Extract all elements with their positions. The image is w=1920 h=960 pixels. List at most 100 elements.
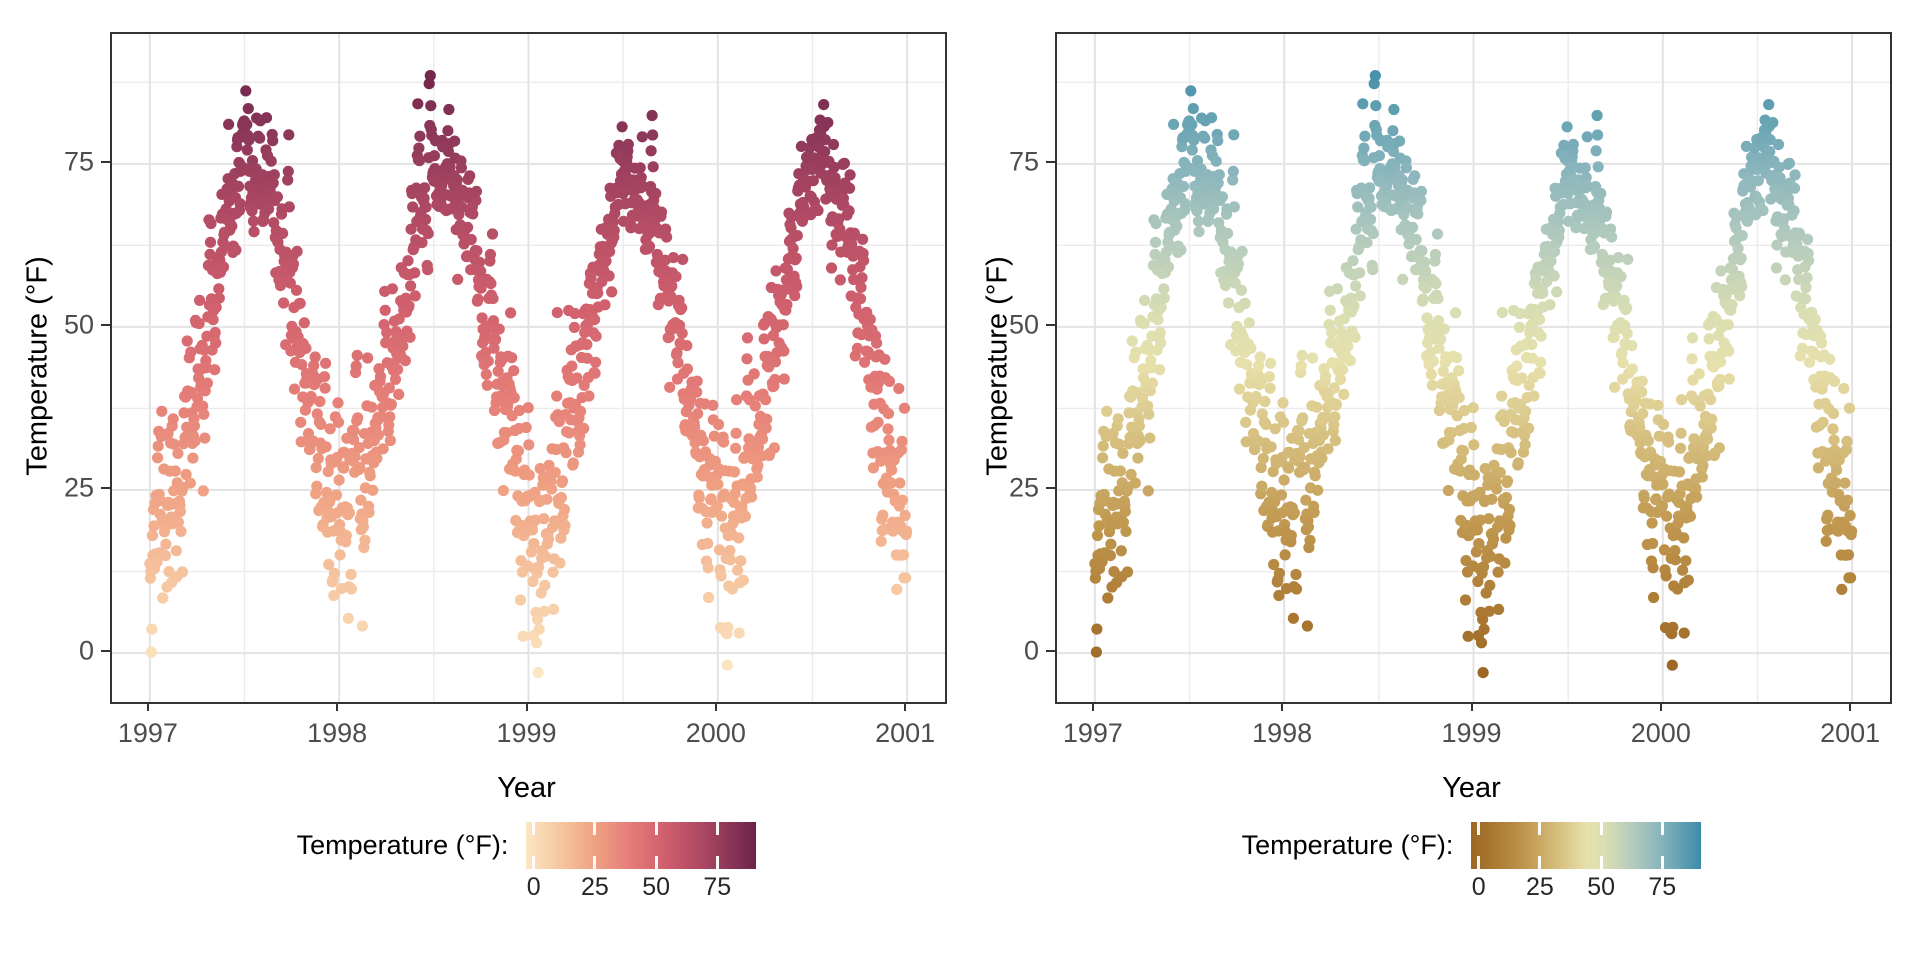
data-point [1844, 509, 1856, 522]
data-point [571, 372, 583, 384]
data-point [160, 538, 172, 550]
data-point [484, 248, 496, 261]
data-point [606, 286, 618, 298]
right-plot-diverging: Temperature (°F) Year Temperature (°F): … [960, 0, 1920, 960]
data-point [603, 270, 615, 282]
data-point [298, 317, 310, 329]
data-point [1293, 434, 1305, 446]
data-point [872, 416, 884, 428]
colorbar-tick-mark [593, 856, 597, 869]
data-point [1205, 112, 1218, 124]
data-point [1287, 612, 1299, 624]
data-point [213, 283, 225, 295]
data-point [277, 227, 289, 239]
data-point [1528, 390, 1540, 402]
data-point [1420, 265, 1432, 277]
data-point [210, 337, 222, 349]
data-point [419, 182, 431, 194]
data-point [1827, 408, 1840, 420]
data-point [1295, 360, 1307, 372]
colorbar-tick-mark [654, 822, 658, 835]
data-point [1478, 561, 1490, 573]
data-point [1465, 421, 1477, 434]
data-point [223, 118, 235, 130]
data-point [1501, 475, 1514, 487]
y-tick-mark [101, 160, 110, 163]
data-point [319, 382, 331, 394]
data-point [357, 521, 369, 533]
data-point [1298, 442, 1310, 454]
data-point [1841, 494, 1854, 506]
data-point [486, 228, 499, 240]
data-point [1609, 381, 1621, 393]
data-point [1355, 182, 1367, 194]
data-point [1479, 463, 1491, 475]
data-point [230, 244, 242, 256]
data-point [1558, 139, 1570, 151]
data-point [282, 165, 294, 177]
data-point [338, 462, 350, 474]
data-point [538, 605, 550, 617]
data-point [730, 442, 742, 454]
data-point [312, 452, 324, 465]
data-point [1091, 529, 1104, 542]
data-point [877, 509, 889, 521]
data-point [600, 255, 612, 267]
scatter-points [1089, 70, 1858, 679]
data-point [1090, 646, 1102, 658]
data-point [559, 519, 571, 531]
data-point [405, 223, 417, 235]
data-point [475, 282, 487, 294]
x-tick-mark [336, 702, 339, 711]
data-point [1301, 620, 1313, 632]
data-point [464, 170, 476, 182]
data-point [517, 630, 529, 642]
data-point [340, 529, 352, 542]
data-point [1154, 326, 1166, 339]
data-point [175, 525, 187, 537]
data-point [1432, 315, 1445, 327]
data-point [599, 299, 611, 311]
data-point [260, 112, 273, 124]
data-point [429, 163, 441, 175]
data-point [1294, 451, 1306, 463]
data-point [1113, 438, 1125, 450]
data-point [1581, 131, 1593, 143]
data-point [283, 129, 295, 141]
x-tick-mark [1659, 702, 1662, 711]
data-point [1430, 278, 1442, 290]
data-point [895, 444, 908, 456]
data-point [379, 304, 391, 316]
data-point [1257, 452, 1269, 465]
data-point [1228, 129, 1240, 141]
data-point [1331, 283, 1343, 295]
y-tick-mark [1046, 323, 1055, 326]
data-point [1389, 161, 1401, 173]
data-point [1676, 394, 1688, 406]
data-point [363, 506, 375, 518]
data-point [1691, 491, 1703, 503]
data-point [578, 422, 590, 434]
data-point [209, 364, 221, 376]
data-point [425, 100, 437, 112]
data-point [1146, 377, 1158, 389]
data-point [217, 261, 230, 273]
data-point [681, 340, 693, 352]
data-point [1496, 307, 1508, 319]
data-point [1789, 169, 1801, 181]
data-point [1839, 477, 1851, 489]
data-point [418, 192, 430, 204]
data-point [538, 513, 550, 525]
data-point [467, 208, 479, 220]
data-point [1516, 372, 1528, 384]
data-point [1412, 208, 1424, 220]
y-tick-label: 75 [1008, 146, 1039, 177]
data-point [712, 418, 725, 431]
data-point [590, 356, 602, 368]
data-point [1283, 462, 1295, 474]
data-point [449, 135, 461, 147]
data-point [701, 517, 713, 529]
data-point [412, 98, 424, 110]
data-point [1647, 562, 1659, 574]
